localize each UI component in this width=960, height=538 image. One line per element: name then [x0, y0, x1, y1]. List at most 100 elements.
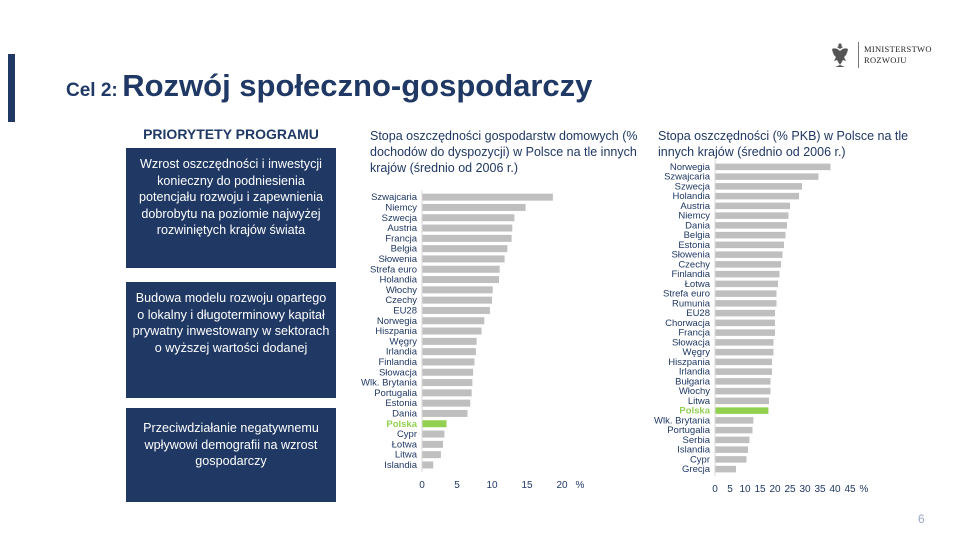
bar-lotwa: [715, 280, 778, 288]
bar-szwajcaria: [715, 173, 819, 180]
bar-szwajcaria: [422, 193, 553, 201]
bar-slowacja: [422, 368, 474, 376]
category-label-bulgaria: Bułgaria: [675, 376, 711, 387]
bar-slowenia: [715, 251, 783, 258]
tick-label-15: 15: [521, 480, 533, 491]
category-label-francja: Francja: [678, 328, 710, 339]
eagle-emblem-icon: [832, 43, 848, 67]
bar-eu28: [422, 306, 490, 314]
tick-label-10: 10: [486, 480, 498, 491]
category-label-holandia: Holandia: [673, 191, 711, 202]
bar-austria: [422, 224, 513, 232]
bar-szwecja: [422, 214, 515, 222]
category-label-norwegia: Norwegia: [377, 316, 418, 327]
tick-label-45: 45: [844, 484, 856, 495]
bar-hiszpania: [715, 358, 772, 366]
tick-label-15: 15: [754, 484, 766, 495]
tick-label-25: 25: [784, 484, 796, 495]
bar-belgia: [715, 231, 786, 239]
category-label-czechy: Czechy: [678, 259, 710, 270]
category-label-litwa: Litwa: [688, 396, 711, 407]
bar-norwegia: [715, 163, 831, 171]
category-label-niemcy: Niemcy: [385, 202, 417, 213]
bar-polska: [715, 407, 769, 414]
category-label-strefa-euro: Strefa euro: [663, 289, 710, 300]
priority-box-2: Budowa modelu rozwoju opartego o lokalny…: [126, 282, 336, 398]
category-label-wegry: Węgry: [683, 347, 711, 358]
logo-divider: [858, 42, 859, 68]
bar-irlandia: [715, 368, 772, 375]
category-label-lotwa: Łotwa: [392, 439, 418, 450]
bar-portugalia: [422, 389, 472, 397]
title-prefix: Cel 2:: [66, 80, 118, 101]
bar-wlk-brytania: [422, 379, 473, 387]
unit-label: %: [576, 480, 585, 491]
category-label-polska: Polska: [679, 406, 710, 417]
bar-dania: [715, 222, 787, 229]
tick-label-0: 0: [712, 484, 718, 495]
category-label-eu28: EU28: [686, 308, 710, 319]
bar-polska: [422, 420, 447, 428]
bar-niemcy: [422, 203, 526, 211]
category-label-austria: Austria: [387, 223, 417, 234]
tick-label-20: 20: [556, 480, 568, 491]
category-label-estonia: Estonia: [678, 240, 710, 251]
bar-holandia: [422, 276, 499, 284]
priority-box-3: Przeciwdziałanie negatywnemu wpływowi de…: [126, 408, 336, 502]
bar-serbia: [715, 436, 750, 444]
bar-cypr: [422, 430, 445, 438]
category-label-norwegia: Norwegia: [670, 162, 711, 173]
logo-line-1: MINISTERSTWO: [864, 44, 932, 54]
bar-wegry: [715, 348, 774, 356]
page-number: 6: [918, 512, 925, 526]
bar-wlochy: [422, 286, 493, 294]
category-label-chorwacja: Chorwacja: [665, 318, 711, 329]
category-label-niemcy: Niemcy: [678, 211, 710, 222]
category-label-finlandia: Finlandia: [378, 357, 417, 368]
unit-label: %: [860, 484, 869, 495]
bar-francja: [715, 329, 775, 336]
category-label-rumunia: Rumunia: [672, 298, 711, 309]
bar-wegry: [422, 337, 477, 345]
priorities-heading: PRIORYTETY PROGRAMU: [143, 126, 319, 142]
category-label-polska: Polska: [386, 419, 417, 430]
category-label-hiszpania: Hiszpania: [668, 357, 710, 368]
chart-household-savings: SzwajcariaNiemcySzwecjaAustriaFrancjaBel…: [361, 190, 585, 491]
logo-line-2: ROZWOJU: [864, 55, 907, 65]
category-label-cypr: Cypr: [690, 454, 710, 465]
category-label-eu28: EU28: [393, 305, 417, 316]
bar-wlk-brytania: [715, 417, 754, 424]
bar-finlandia: [422, 358, 475, 366]
bar-strefa-euro: [422, 265, 500, 273]
category-label-irlandia: Irlandia: [386, 347, 418, 358]
bar-szwecja: [715, 183, 802, 190]
category-label-strefa-euro: Strefa euro: [370, 264, 417, 275]
category-label-slowacja: Słowacja: [672, 337, 711, 348]
bar-litwa: [422, 451, 441, 459]
bar-rumunia: [715, 300, 777, 307]
category-label-wegry: Węgry: [390, 336, 418, 347]
bar-austria: [715, 202, 790, 210]
category-label-wlochy: Włochy: [386, 285, 417, 296]
category-label-slowenia: Słowenia: [378, 254, 417, 265]
ministry-logo: MINISTERSTWO ROZWOJU: [826, 40, 956, 74]
tick-label-35: 35: [814, 484, 826, 495]
category-label-serbia: Serbia: [683, 435, 711, 446]
tick-label-5: 5: [454, 480, 460, 491]
bar-chorwacja: [715, 319, 775, 327]
page-title: Cel 2: Rozwój społeczno-gospodarczy: [66, 68, 592, 104]
category-label-wlochy: Włochy: [679, 386, 710, 397]
category-label-portugalia: Portugalia: [667, 425, 710, 436]
category-label-cypr: Cypr: [397, 429, 417, 440]
category-label-finlandia: Finlandia: [671, 269, 710, 280]
bar-czechy: [422, 296, 492, 304]
bar-finlandia: [715, 270, 780, 278]
bar-estonia: [422, 399, 471, 407]
tick-label-30: 30: [799, 484, 811, 495]
bar-czechy: [715, 261, 781, 268]
bar-islandia: [422, 461, 434, 469]
tick-label-10: 10: [739, 484, 751, 495]
category-label-islandia: Islandia: [677, 445, 710, 456]
priority-box-1: Wzrost oszczędności i inwestycji koniecz…: [126, 148, 336, 268]
bar-grecja: [715, 465, 736, 473]
